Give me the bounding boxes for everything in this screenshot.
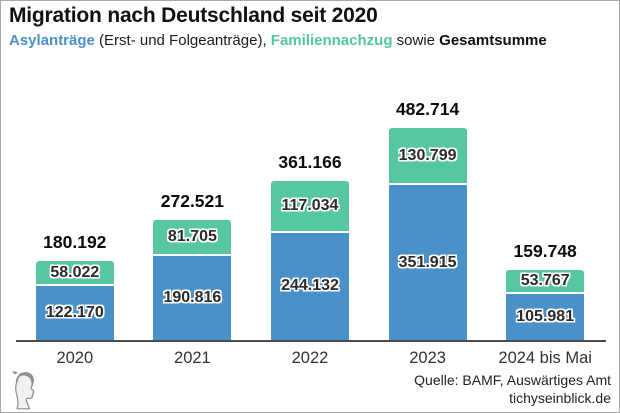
chart-subtitle: Asylanträge (Erst- und Folgeanträge), Fa… (9, 32, 547, 49)
total-value-label: 180.192 (43, 231, 107, 252)
familiennachzug-segment: 130.799 (388, 128, 467, 186)
asylantraege-segment: 105.981 (506, 293, 585, 340)
bar-group: 159.748 53.767 105.981 (506, 240, 585, 340)
segment-value-label: 117.034 (281, 197, 339, 215)
total-value-label: 361.166 (278, 152, 342, 173)
segment-value-label: 351.915 (398, 253, 457, 271)
total-value-label: 159.748 (513, 240, 577, 261)
tichys-einblick-head-logo (11, 371, 35, 410)
bar-slot: 180.192 58.022 122.170 (16, 232, 134, 340)
bar-slot: 272.521 81.705 190.816 (134, 191, 252, 340)
segment-value-label: 105.981 (516, 307, 575, 325)
familiennachzug-segment: 81.705 (153, 220, 232, 257)
x-axis-line (16, 340, 606, 342)
segment-value-label: 244.132 (281, 277, 339, 295)
total-value-label: 482.714 (395, 99, 460, 120)
asylantraege-segment: 244.132 (270, 232, 349, 340)
segment-value-label: 58.022 (50, 263, 100, 281)
subtitle-text-2: sowie (392, 32, 440, 49)
segment-value-label: 190.816 (163, 289, 222, 307)
segment-value-label: 122.170 (45, 304, 104, 322)
x-axis-label: 2024 bis Mai (498, 349, 592, 367)
familiennachzug-segment: 58.022 (35, 260, 114, 287)
legend-familiennachzug: Familiennachzug (270, 32, 393, 49)
site-line: tichyseinblick.de (509, 389, 611, 406)
asylantraege-segment: 351.915 (388, 185, 467, 340)
segment-value-label: 130.799 (398, 146, 457, 164)
bar-slot: 361.166 117.034 244.132 (251, 152, 369, 340)
familiennachzug-segment: 117.034 (270, 181, 349, 233)
bar-group: 180.192 58.022 122.170 (35, 231, 114, 340)
legend-gesamtsumme: Gesamtsumme (439, 32, 547, 49)
segment-value-label: 53.767 (520, 271, 570, 289)
source-line: Quelle: BAMF, Auswärtiges Amt (414, 372, 611, 388)
plot-area: 180.192 58.022 122.170 272.521 81.705 190.816… (16, 60, 604, 340)
subtitle-text-1: (Erst- und Folgeanträge), (94, 32, 271, 49)
bar-group: 361.166 117.034 244.132 (270, 152, 349, 340)
asylantraege-segment: 190.816 (153, 256, 232, 340)
x-axis-label: 2023 (409, 349, 446, 367)
bar-group: 272.521 81.705 190.816 (153, 191, 232, 340)
bar-slot: 482.714 130.799 351.915 (369, 99, 487, 340)
legend-asylantraege: Asylanträge (9, 32, 95, 49)
bar-group: 482.714 130.799 351.915 (388, 99, 467, 340)
total-value-label: 272.521 (160, 191, 225, 212)
source-attribution: Quelle: BAMF, Auswärtiges Amt tichyseinb… (414, 372, 611, 407)
bar-slot: 159.748 53.767 105.981 (486, 241, 604, 340)
familiennachzug-segment: 53.767 (506, 269, 585, 294)
x-axis-label: 2020 (56, 349, 94, 367)
asylantraege-segment: 122.170 (35, 286, 114, 340)
x-axis-label: 2021 (174, 349, 211, 367)
chart-title: Migration nach Deutschland seit 2020 (9, 4, 378, 27)
segment-value-label: 81.705 (167, 228, 217, 246)
x-axis-labels: 2020 2021 2022 2023 2024 bis Mai (16, 347, 604, 369)
x-axis-label: 2022 (291, 349, 329, 367)
